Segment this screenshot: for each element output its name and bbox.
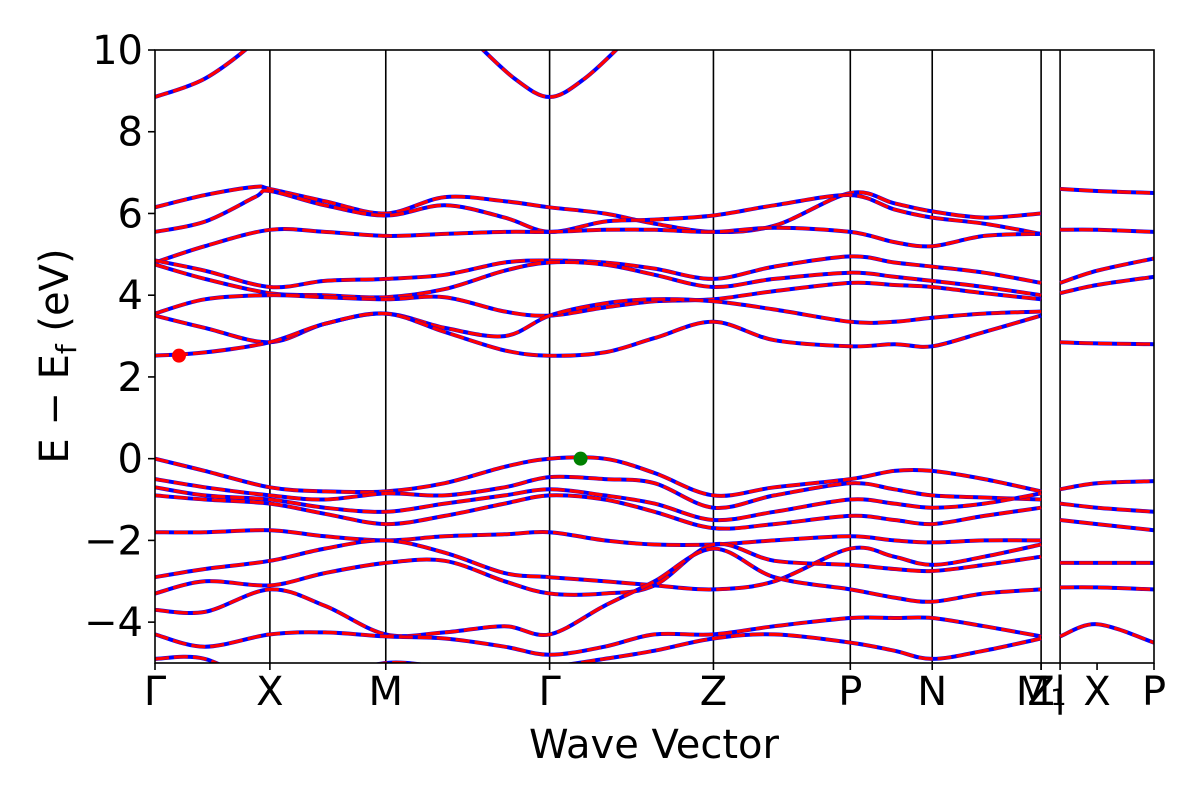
band-lines xyxy=(155,50,1154,663)
band-18-blue xyxy=(155,493,1042,531)
x-tick-label-10: X xyxy=(1083,669,1110,715)
y-tick-label: 0 xyxy=(118,437,143,483)
band-22 xyxy=(155,546,1042,638)
band-25 xyxy=(1059,479,1154,491)
band-17-blue xyxy=(155,485,1042,523)
plot-frame xyxy=(154,49,1155,664)
y-tick-label: 2 xyxy=(118,355,143,401)
x-tick-label-0: Γ xyxy=(144,669,167,715)
band-6 xyxy=(155,260,1042,300)
y-tick-label: 10 xyxy=(92,28,143,74)
x-tick-label-3: Γ xyxy=(538,669,561,715)
band-19 xyxy=(155,528,1042,547)
band-edge-markers xyxy=(171,348,588,466)
band-30 xyxy=(1059,622,1154,645)
band-23 xyxy=(155,615,1042,657)
band-29 xyxy=(1060,585,1154,591)
x-tick-label-5: P xyxy=(838,669,862,715)
band-10 xyxy=(1059,187,1154,195)
band-1-blue xyxy=(480,50,619,100)
band-5 xyxy=(155,254,1042,289)
band-20 xyxy=(155,538,1042,592)
band-16 xyxy=(155,475,1042,510)
x-tick-label-8: M₁ xyxy=(1016,669,1067,715)
x-tick-label-7: Z xyxy=(1027,669,1054,715)
band-0 xyxy=(155,50,248,99)
y-tick-label: −4 xyxy=(84,600,143,646)
x-tick-label-2: M xyxy=(369,669,404,715)
band-7-blue xyxy=(155,280,1042,318)
band-0-blue xyxy=(155,50,249,99)
x-tick-label-11: P xyxy=(1142,669,1166,715)
band-11 xyxy=(1060,228,1154,234)
band-2 xyxy=(155,184,1042,234)
band-13 xyxy=(1059,275,1154,295)
band-3 xyxy=(155,189,1042,236)
y-axis-ticks: −4 −2 0 2 4 6 8 10 xyxy=(84,28,155,646)
band-24-blue xyxy=(155,632,1042,663)
band-26 xyxy=(1059,502,1154,514)
band-27 xyxy=(1059,518,1154,532)
band-15 xyxy=(155,455,1042,498)
x-tick-label-4: Z xyxy=(700,669,727,715)
y-tick-label: 4 xyxy=(118,273,143,319)
x-tick-label-1: X xyxy=(256,669,283,715)
band-12 xyxy=(1059,256,1154,285)
y-tick-label: 6 xyxy=(118,191,143,237)
band-14 xyxy=(1060,340,1154,346)
y-tick-label: 8 xyxy=(118,110,143,156)
band-21 xyxy=(155,542,1042,597)
band-4 xyxy=(155,226,1042,265)
x-tick-label-9: | xyxy=(1053,669,1066,715)
band-9 xyxy=(155,311,1042,358)
x-axis-ticks: Γ X M Γ Z P N ZM₁| X P xyxy=(144,663,1166,715)
band-24 xyxy=(155,632,1042,663)
x-axis-title: Wave Vector xyxy=(529,722,780,768)
x-tick-label-6: N xyxy=(917,669,947,715)
y-axis-title: E − Ef (eV) xyxy=(32,248,83,463)
cbm-marker xyxy=(171,348,186,363)
y-tick-label: −2 xyxy=(84,518,143,564)
vbm-marker xyxy=(573,451,588,466)
